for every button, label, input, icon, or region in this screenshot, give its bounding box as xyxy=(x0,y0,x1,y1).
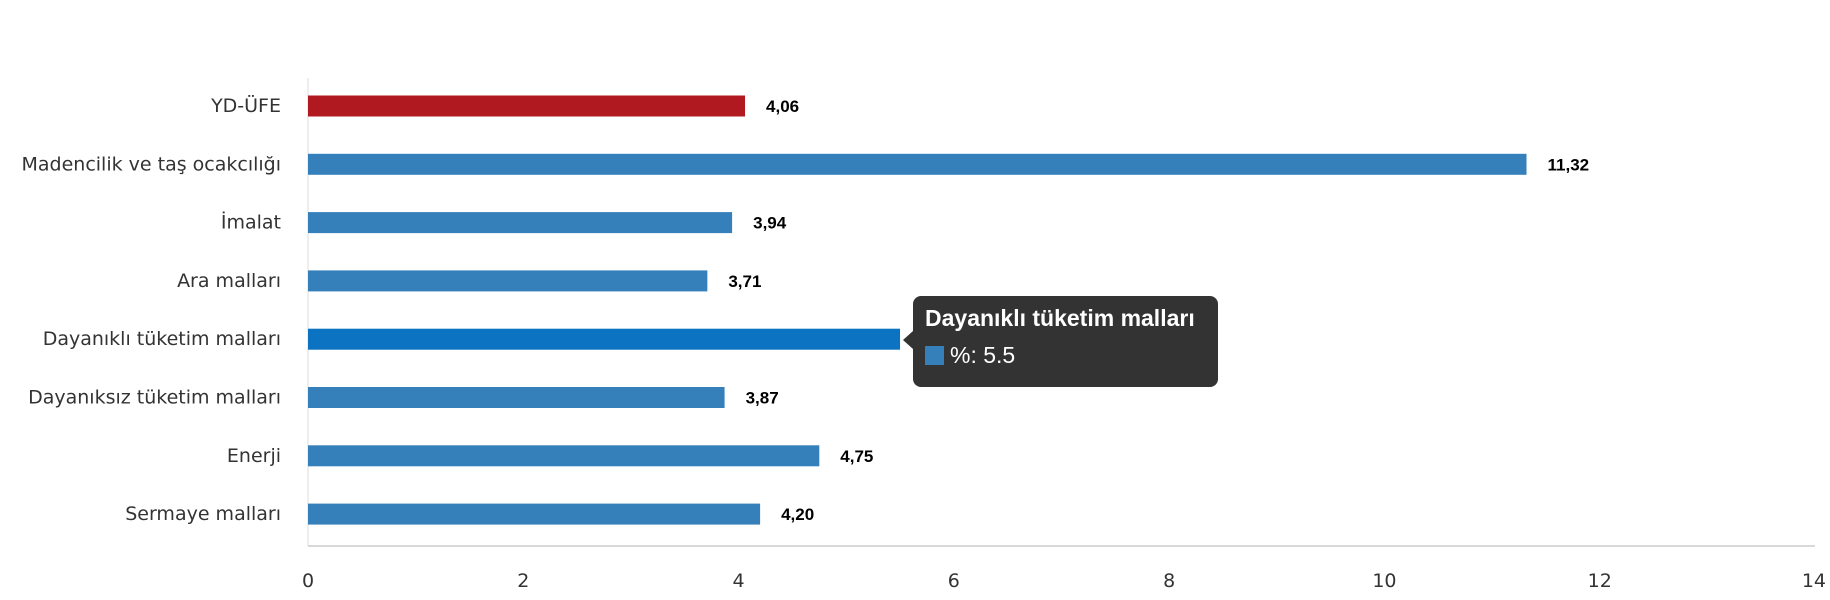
x-tick-6: 12 xyxy=(1588,570,1612,592)
bar-4[interactable] xyxy=(308,328,901,350)
x-tick-7: 14 xyxy=(1802,570,1826,592)
data-label-5: 3,87 xyxy=(746,389,779,408)
bars-group xyxy=(308,95,1527,525)
bar-3[interactable] xyxy=(308,270,708,292)
bar-2[interactable] xyxy=(308,212,733,234)
bar-1[interactable] xyxy=(308,153,1527,175)
chart-tooltip: Dayanıklı tüketim malları %: 5.5 xyxy=(903,296,1218,387)
data-label-6: 4,75 xyxy=(840,447,873,466)
data-label-1: 11,32 xyxy=(1548,155,1590,174)
data-label-0: 4,06 xyxy=(766,97,799,116)
x-tick-labels: 0 2 4 6 8 10 12 14 xyxy=(302,570,1826,592)
x-tick-5: 10 xyxy=(1372,570,1396,592)
bar-0[interactable] xyxy=(308,95,746,117)
bar-7[interactable] xyxy=(308,503,761,525)
category-label-2: İmalat xyxy=(221,211,281,234)
category-label-1: Madencilik ve taş ocakcılığı xyxy=(22,153,282,175)
x-tick-2: 4 xyxy=(733,570,745,592)
data-label-2: 3,94 xyxy=(753,214,787,233)
tooltip-title: Dayanıklı tüketim malları xyxy=(925,305,1195,331)
data-label-3: 3,71 xyxy=(728,272,761,291)
tooltip-value: %: 5.5 xyxy=(950,342,1016,368)
category-label-5: Dayanıksız tüketim malları xyxy=(28,387,281,409)
data-label-7: 4,20 xyxy=(781,505,814,524)
category-label-3: Ara malları xyxy=(177,270,281,292)
category-label-7: Sermaye malları xyxy=(125,503,281,525)
x-tick-4: 8 xyxy=(1163,570,1175,592)
category-label-4: Dayanıklı tüketim malları xyxy=(43,328,281,350)
category-labels: YD-ÜFE Madencilik ve taş ocakcılığı İmalat… xyxy=(22,94,282,525)
x-tick-3: 6 xyxy=(948,570,960,592)
tooltip-value-row: %: 5.5 xyxy=(925,342,1206,369)
bar-6[interactable] xyxy=(308,445,820,467)
bar-5[interactable] xyxy=(308,387,725,408)
category-label-6: Enerji xyxy=(227,445,281,467)
x-tick-0: 0 xyxy=(302,570,314,592)
x-tick-1: 2 xyxy=(517,570,529,592)
category-label-0: YD-ÜFE xyxy=(210,94,281,117)
tooltip-swatch xyxy=(925,346,944,365)
